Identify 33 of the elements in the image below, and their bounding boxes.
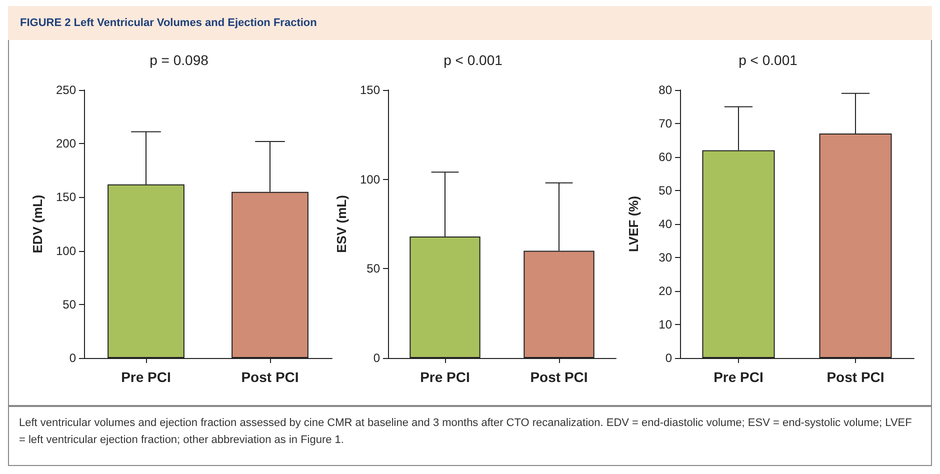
x-tick-label: Pre PCI [714, 369, 764, 385]
y-tick-label: 10 [658, 318, 672, 332]
y-axis-title: ESV (mL) [334, 195, 349, 253]
y-tick-label: 30 [658, 250, 672, 264]
y-tick-label: 200 [56, 136, 76, 151]
chart-subtitle: p < 0.001 [444, 52, 503, 68]
y-tick-label: 80 [658, 83, 672, 97]
y-axis-title: EDV (mL) [30, 194, 45, 254]
x-tick-label: Post PCI [530, 369, 588, 385]
y-tick-label: 150 [360, 83, 380, 97]
y-tick-label: 70 [658, 116, 672, 130]
y-tick-label: 0 [665, 351, 672, 365]
chart-subtitle: p < 0.001 [738, 52, 798, 68]
x-tick-label: Pre PCI [121, 369, 171, 385]
x-tick-label: Post PCI [241, 369, 299, 385]
y-tick-label: 250 [56, 83, 76, 97]
y-tick-label: 100 [360, 172, 380, 186]
y-tick-label: 60 [658, 150, 672, 164]
y-tick-label: 40 [658, 217, 672, 231]
y-tick-label: 100 [56, 244, 76, 258]
y-tick-label: 50 [658, 184, 672, 198]
y-tick-label: 0 [69, 351, 76, 365]
x-tick-label: Pre PCI [420, 369, 470, 385]
y-tick-label: 20 [658, 284, 672, 298]
text: Left ventricular volumes and ejection fraction assessed by cine CMR at baseline and 3 months after CTO recanalization. EDV = end-diastolic volume; ESV = end-systolic volume; LVEF = left ventricular ejection fraction; other abbreviation as in Figure 1. [19, 416, 913, 448]
x-tick-label: Post PCI [826, 369, 884, 385]
y-tick-label: 50 [366, 262, 380, 276]
chart-subtitle: p = 0.098 [150, 52, 209, 68]
chart-title: FIGURE 2 Left Ventricular Volumes and Ejection Fraction [8, 6, 932, 40]
y-axis-title: LVEF (%) [626, 196, 641, 252]
y-tick-label: 150 [56, 190, 76, 204]
y-tick-label: 50 [62, 297, 76, 312]
y-tick-label: 0 [373, 351, 380, 365]
